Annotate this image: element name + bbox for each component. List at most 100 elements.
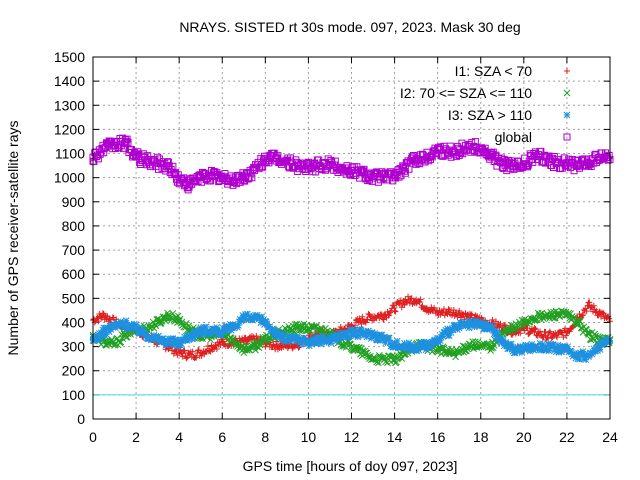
data-point bbox=[509, 345, 517, 353]
data-point bbox=[261, 336, 269, 343]
grid bbox=[93, 57, 610, 419]
data-point bbox=[542, 343, 549, 350]
data-point bbox=[477, 145, 485, 153]
data-point bbox=[305, 325, 312, 332]
legend: I1: SZA < 70 I2: 70 <= SZA <= 110 I3: SZA … bbox=[400, 63, 571, 145]
data-point bbox=[315, 162, 323, 170]
data-point bbox=[455, 322, 463, 330]
data-point bbox=[261, 154, 269, 162]
data-point bbox=[498, 338, 506, 346]
x-tick-label: 20 bbox=[516, 429, 532, 445]
data-point bbox=[304, 164, 312, 172]
data-point bbox=[542, 332, 549, 339]
data-point bbox=[466, 321, 474, 329]
data-point bbox=[574, 162, 582, 170]
data-point bbox=[229, 323, 237, 331]
data-point bbox=[434, 345, 442, 353]
data-point bbox=[100, 328, 108, 336]
legend-label: I3: SZA > 110 bbox=[448, 107, 532, 123]
data-point bbox=[369, 172, 377, 180]
data-point bbox=[455, 349, 463, 356]
data-point bbox=[251, 315, 258, 323]
data-point bbox=[412, 154, 420, 162]
data-point bbox=[154, 319, 161, 326]
y-tick-label: 500 bbox=[62, 290, 86, 306]
data-point bbox=[391, 356, 398, 364]
data-point bbox=[563, 311, 571, 319]
data-point bbox=[132, 325, 140, 332]
y-tick-label: 1000 bbox=[54, 170, 85, 186]
legend-marker bbox=[563, 89, 571, 97]
data-point bbox=[574, 351, 582, 359]
data-point bbox=[208, 343, 215, 350]
data-point bbox=[585, 352, 592, 360]
data-point bbox=[584, 159, 592, 167]
x-tick-label: 14 bbox=[387, 429, 403, 445]
data-point bbox=[273, 342, 280, 349]
legend-marker bbox=[563, 111, 571, 119]
x-tick-label: 12 bbox=[344, 429, 360, 445]
data-point bbox=[294, 323, 301, 331]
data-point bbox=[391, 304, 398, 311]
data-point bbox=[531, 314, 538, 321]
data-point bbox=[434, 337, 442, 344]
data-point bbox=[391, 171, 399, 179]
legend-entry: I3: SZA > 110 bbox=[448, 107, 571, 123]
y-tick-label: 600 bbox=[62, 266, 86, 282]
data-point bbox=[111, 322, 118, 330]
data-point bbox=[121, 320, 129, 328]
data-point bbox=[261, 317, 269, 325]
data-point bbox=[154, 336, 161, 343]
data-point bbox=[165, 338, 172, 346]
y-tick-label: 400 bbox=[62, 314, 86, 330]
data-point bbox=[466, 340, 474, 348]
data-point bbox=[240, 338, 247, 345]
data-point bbox=[358, 169, 366, 177]
data-point bbox=[186, 332, 194, 340]
data-point bbox=[520, 160, 528, 168]
y-tick-label: 800 bbox=[62, 218, 86, 234]
data-point bbox=[370, 313, 377, 320]
data-point bbox=[272, 154, 280, 162]
data-point bbox=[466, 142, 474, 150]
legend-marker bbox=[563, 133, 571, 141]
y-tick-label: 700 bbox=[62, 242, 86, 258]
data-point bbox=[219, 339, 226, 346]
data-point bbox=[445, 328, 452, 336]
data-point bbox=[207, 171, 215, 179]
data-point bbox=[165, 311, 172, 319]
data-point bbox=[509, 325, 517, 332]
data-point bbox=[229, 176, 237, 184]
data-point bbox=[585, 302, 592, 309]
data-point bbox=[380, 334, 388, 342]
data-point bbox=[294, 336, 301, 343]
data-point bbox=[164, 162, 172, 170]
data-point bbox=[520, 345, 528, 353]
plot-frame bbox=[92, 56, 611, 420]
data-point bbox=[251, 166, 259, 174]
plot-area bbox=[89, 134, 614, 396]
data-point bbox=[348, 166, 355, 174]
x-tick-label: 24 bbox=[602, 429, 618, 445]
data-point bbox=[380, 174, 388, 182]
axis-ticks: 0100200300400500600700800900100011001200… bbox=[54, 49, 618, 445]
data-point bbox=[208, 326, 215, 334]
data-point bbox=[531, 152, 539, 160]
x-tick-label: 0 bbox=[89, 429, 97, 445]
series-marker-cloud bbox=[89, 134, 613, 194]
data-point bbox=[434, 145, 442, 153]
data-point bbox=[423, 304, 430, 311]
data-point bbox=[552, 345, 560, 353]
data-point bbox=[413, 296, 420, 303]
data-point bbox=[574, 319, 582, 326]
data-point bbox=[380, 312, 387, 319]
data-point bbox=[348, 343, 355, 350]
data-point bbox=[186, 352, 193, 359]
data-point bbox=[229, 337, 237, 344]
x-tick-label: 18 bbox=[473, 429, 489, 445]
data-point bbox=[434, 309, 441, 316]
data-point bbox=[541, 153, 549, 161]
data-point bbox=[175, 316, 183, 324]
data-point bbox=[218, 175, 226, 183]
data-point bbox=[380, 356, 388, 364]
